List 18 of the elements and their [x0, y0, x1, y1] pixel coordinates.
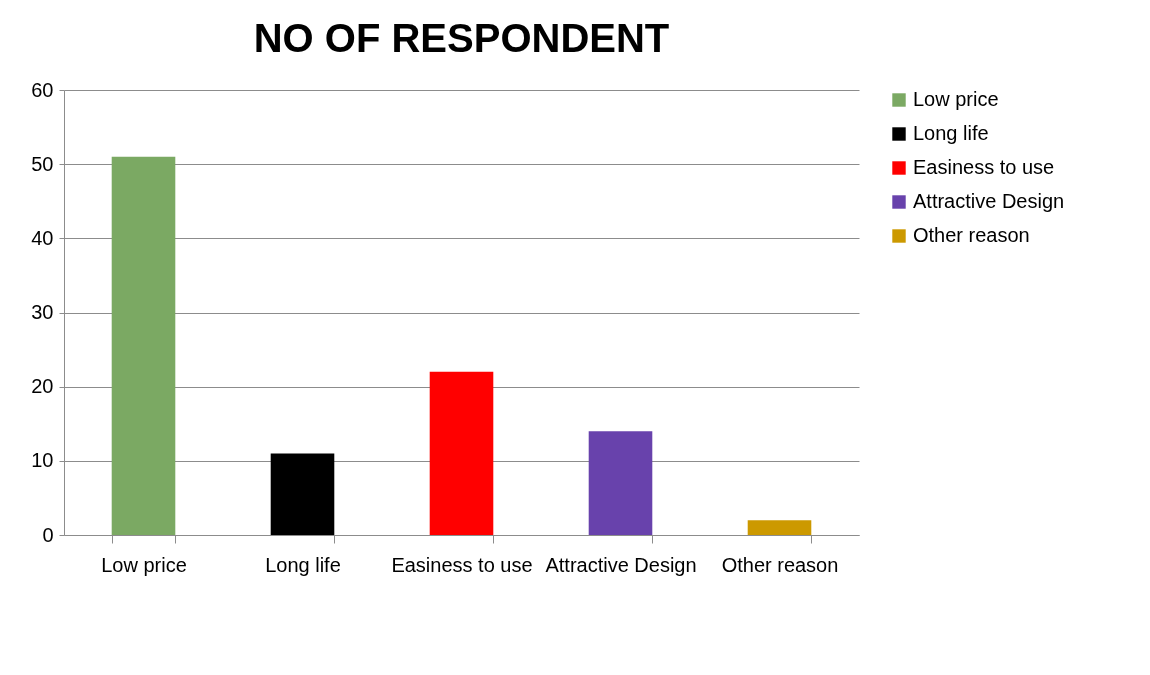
legend-label: Easiness to use — [913, 156, 1055, 178]
y-tick-label: 0 — [42, 523, 54, 546]
legend-label: Long life — [913, 122, 989, 144]
legend-label: Low price — [913, 88, 999, 110]
y-tick-label: 50 — [31, 152, 54, 175]
y-tick-label: 10 — [31, 449, 54, 472]
y-tick-label: 30 — [31, 301, 54, 323]
legend-label: Attractive Design — [913, 190, 1065, 212]
legend-label: Other reason — [913, 224, 1030, 246]
x-tick-label: Other reason — [721, 553, 839, 576]
y-tick-label: 40 — [31, 226, 54, 249]
y-tick-label: 60 — [31, 78, 54, 101]
y-tick-label: 20 — [31, 375, 54, 398]
x-tick-label: Easiness to use — [391, 553, 533, 576]
x-tick-label: Low price — [101, 553, 187, 576]
x-tick-label: Attractive Design — [545, 553, 697, 576]
x-tick-label: Long life — [265, 553, 341, 576]
chart-title: NO OF RESPONDENT — [253, 16, 670, 60]
